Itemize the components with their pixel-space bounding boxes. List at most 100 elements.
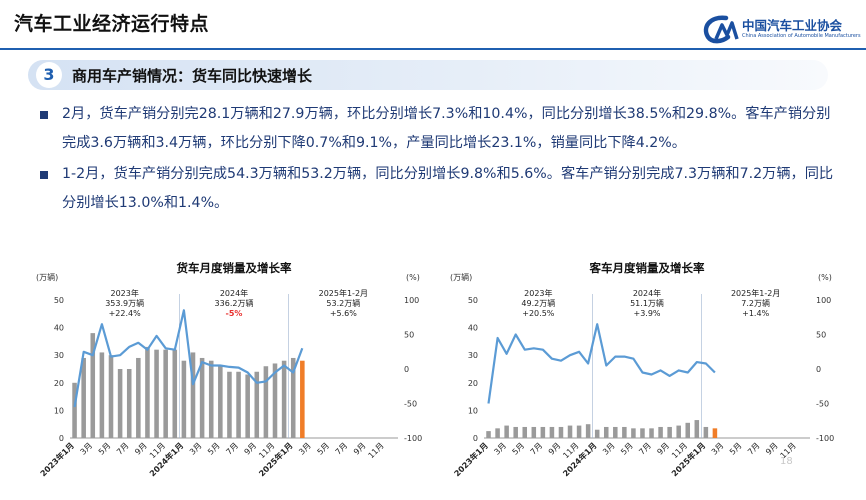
x-tick-group: 9月 — [243, 441, 259, 457]
x-tick-group: 5月 — [315, 441, 331, 457]
sales-bar — [199, 357, 205, 438]
annotation-text: 2025年1-2月 — [319, 288, 368, 298]
x-tick-label: 5月 — [315, 441, 331, 457]
y-tick-label: 10 — [54, 406, 64, 415]
sales-bar — [504, 425, 509, 438]
sales-bar — [712, 428, 718, 438]
x-tick-group: 7月 — [637, 441, 653, 457]
x-tick-label: 5月 — [511, 441, 527, 457]
y2-axis-label: (%) — [406, 273, 420, 282]
y-tick-label: 10 — [468, 406, 478, 415]
chart-title: 客车月度销量及增长率 — [589, 261, 705, 275]
x-tick-label: 7月 — [115, 441, 131, 457]
x-tick-label: 3月 — [188, 441, 204, 457]
sales-bar — [126, 369, 132, 438]
x-tick-label: 5月 — [97, 441, 113, 457]
x-tick-label: 7月 — [224, 441, 240, 457]
sales-bar — [631, 428, 636, 438]
x-tick-group: 2023年1月 — [38, 440, 76, 478]
x-tick-group: 3月 — [188, 441, 204, 457]
y-tick-label: 20 — [468, 379, 478, 388]
bullet-item: 2月，货车产销分别完28.1万辆和27.9万辆，环比分别增长7.3%和10.4%… — [38, 100, 838, 158]
x-tick-group: 9月 — [655, 441, 671, 457]
x-tick-group: 5月 — [619, 441, 635, 457]
x-tick-label: 3月 — [79, 441, 95, 457]
sales-bar — [495, 428, 500, 438]
y2-axis-label: (%) — [818, 273, 832, 282]
section-title: 商用车产销情况：货车同比快速增长 — [72, 67, 313, 85]
annotation-text: +3.9% — [633, 309, 660, 318]
sales-bar — [90, 333, 96, 438]
x-tick-label: 3月 — [710, 441, 726, 457]
chart-svg: 客车月度销量及增长率 (万辆) (%) 0 10 20 30 40 50 -100 -50 0 50 10… — [450, 261, 834, 478]
sales-bar — [81, 357, 86, 438]
chart-title: 货车月度销量及增长率 — [176, 261, 292, 275]
x-tick-label: 3月 — [601, 441, 617, 457]
sales-bar — [163, 349, 168, 438]
x-tick-group: 3月 — [601, 441, 617, 457]
x-tick-group: 7月 — [746, 441, 762, 457]
sales-bar — [181, 360, 187, 438]
y-tick-label: 30 — [468, 351, 478, 360]
chart-svg: 货车月度销量及增长率 (万辆) (%) 0 10 20 30 40 50 -100 -50 0 50 10… — [36, 261, 422, 478]
sales-bar — [272, 363, 278, 438]
logo-mark-icon — [703, 15, 739, 44]
sales-bar — [145, 346, 150, 438]
x-tick-label: 9月 — [655, 441, 671, 457]
x-tick-group: 5月 — [206, 441, 222, 457]
truck-sales-chart: 货车月度销量及增长率 (万辆) (%) 0 10 20 30 40 50 -100 -50 0 50 10… — [28, 260, 440, 500]
sales-bar — [136, 357, 141, 438]
y2-tick-label: 0 — [816, 365, 821, 374]
bullet-text: 2月，货车产销分别完28.1万辆和27.9万辆，环比分别增长7.3%和10.4%… — [62, 106, 831, 151]
annotation-text: 2024年 — [220, 288, 248, 298]
sales-bar — [531, 426, 537, 438]
x-tick-group: 7月 — [334, 441, 350, 457]
annotation-text: 2023年 — [524, 288, 552, 298]
sales-bar — [208, 360, 214, 438]
sales-bar — [117, 369, 123, 438]
x-tick-group: 9月 — [764, 441, 780, 457]
annotation-text: 353.9万辆 — [105, 298, 144, 308]
y2-tick-label: -50 — [404, 400, 417, 409]
sales-bar — [290, 357, 296, 438]
x-tick-label: 5月 — [619, 441, 635, 457]
sales-bar — [300, 360, 305, 438]
square-bullet-icon — [40, 171, 48, 179]
sales-bar — [172, 349, 178, 438]
bus-sales-chart: 客车月度销量及增长率 (万辆) (%) 0 10 20 30 40 50 -100 -50 0 50 10… — [450, 260, 856, 500]
annotation-text: +1.4% — [742, 309, 769, 318]
sales-bar — [576, 425, 582, 438]
x-tick-label: 7月 — [746, 441, 762, 457]
annotation-text: 2025年1-2月 — [731, 288, 780, 298]
y-axis-label: (万辆) — [36, 272, 58, 282]
sales-bar — [227, 371, 232, 438]
y-tick-label: 40 — [468, 324, 478, 333]
x-tick-label: 9月 — [133, 441, 149, 457]
x-tick-label: 9月 — [243, 441, 259, 457]
annotation-text: 336.2万辆 — [215, 298, 254, 308]
y-tick-label: 30 — [54, 351, 64, 360]
sales-bar — [154, 349, 159, 438]
sales-bar — [640, 428, 645, 438]
x-tick-label: 5月 — [206, 441, 222, 457]
sales-bar — [99, 352, 105, 438]
sales-bar — [218, 366, 223, 438]
x-tick-group: 5月 — [728, 441, 744, 457]
bullet-list: 2月，货车产销分别完28.1万辆和27.9万辆，环比分别增长7.3%和10.4%… — [38, 100, 838, 220]
x-tick-label: 9月 — [547, 441, 563, 457]
x-tick-label: 3月 — [492, 441, 508, 457]
annotation-text: +5.6% — [330, 309, 357, 318]
x-tick-group: 9月 — [352, 441, 368, 457]
x-tick-label: 9月 — [352, 441, 368, 457]
y2-tick-label: 100 — [404, 296, 419, 305]
logo-name: 中国汽车工业协会 — [742, 18, 843, 33]
annotation-text: 2024年 — [633, 288, 661, 298]
annotation-text: 7.2万辆 — [741, 298, 770, 308]
x-tick-label: 9月 — [764, 441, 780, 457]
x-tick-group: 7月 — [115, 441, 131, 457]
x-tick-label: 11月 — [366, 441, 385, 460]
sales-bar — [486, 431, 491, 438]
sales-bar — [594, 429, 600, 438]
growth-rate-line — [487, 323, 716, 404]
annotation-text: +22.4% — [109, 309, 142, 318]
